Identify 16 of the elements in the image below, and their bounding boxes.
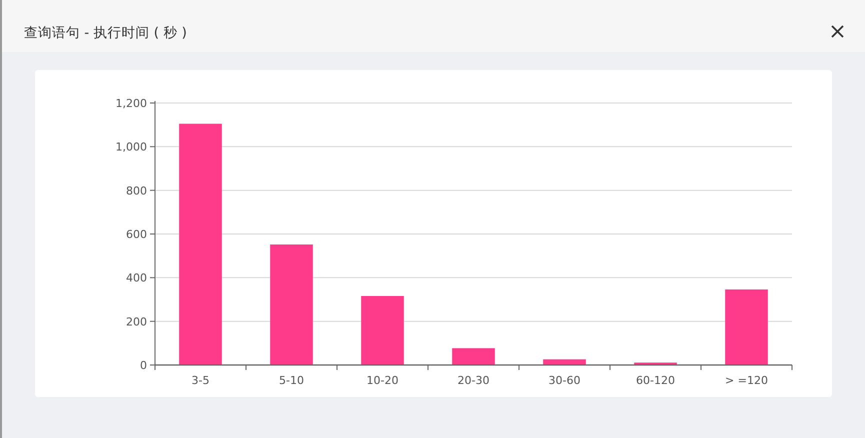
y-tick-label: 400 [126, 272, 147, 285]
y-tick-label: 600 [126, 228, 147, 241]
x-tick-label: 60-120 [636, 374, 675, 387]
chart: 0 200 400 600 800 1,000 1,200 3-5 5-10 10-20 20-30 30-60 60-120 > =120 [116, 97, 792, 387]
title: 查询语句 - 执行时间 ( 秒 ) [24, 25, 187, 41]
x-tick-label: 10-20 [366, 374, 398, 387]
x-tick-label: 30-60 [548, 374, 580, 387]
x-tick-label: 5-10 [279, 374, 304, 387]
y-tick-label: 1,000 [116, 140, 147, 154]
y-tick-label: 200 [126, 315, 147, 328]
x-tick-label: 20-30 [458, 374, 490, 387]
y-tick-label: 1,200 [116, 97, 147, 110]
x-tick-label: > =120 [725, 374, 768, 387]
y-tick-label: 0 [140, 359, 147, 372]
x-tick-label: 3-5 [192, 374, 210, 387]
y-tick-label: 800 [126, 184, 147, 198]
